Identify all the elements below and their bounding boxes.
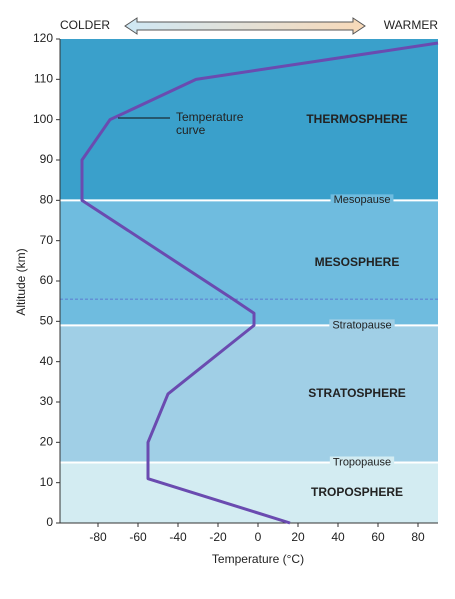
temperature-curve (80, 41, 439, 525)
layer-label: TROPOSPHERE (311, 485, 403, 499)
cold-label: COLDER (60, 18, 110, 32)
y-tick-label: 0 (46, 515, 53, 529)
warm-label: WARMER (384, 18, 439, 32)
boundary-label: Mesopause (334, 194, 391, 206)
y-tick-label: 10 (40, 475, 54, 489)
layer-band (60, 462, 438, 523)
x-tick-label: -80 (89, 530, 107, 544)
x-tick-label: -20 (209, 530, 227, 544)
y-tick-label: 20 (40, 435, 54, 449)
annotation-text: Temperature (176, 110, 244, 124)
y-tick-label: 110 (34, 72, 53, 86)
layer-label: THERMOSPHERE (306, 112, 407, 126)
x-tick-label: -40 (169, 530, 187, 544)
x-axis-label: Temperature (°C) (212, 552, 304, 566)
x-tick-label: 80 (411, 530, 425, 544)
y-tick-label: 70 (40, 233, 54, 247)
layer-band (60, 200, 438, 326)
layer-label: MESOSPHERE (315, 255, 400, 269)
y-axis-label: Altitude (km) (14, 248, 28, 315)
temperature-arrow (124, 17, 366, 35)
boundary-label-bg (329, 456, 395, 469)
boundary-label: Stratopause (332, 319, 391, 331)
y-tick-label: 50 (40, 314, 54, 328)
boundary-label-bg (329, 319, 395, 332)
boundary-label-bg (330, 194, 394, 207)
y-tick-label: 40 (40, 354, 54, 368)
layer-band (60, 39, 438, 201)
y-tick-label: 120 (33, 31, 53, 45)
y-tick-label: 60 (40, 273, 54, 287)
annotation-text: curve (176, 123, 206, 137)
x-tick-label: 20 (291, 530, 305, 544)
layer-band (60, 325, 438, 463)
x-tick-label: -60 (129, 530, 147, 544)
boundary-label: Tropopause (333, 456, 391, 468)
y-tick-label: 90 (40, 152, 54, 166)
layer-label: STRATOSPHERE (308, 386, 406, 400)
y-tick-label: 30 (40, 394, 54, 408)
x-tick-label: 0 (255, 530, 262, 544)
x-tick-label: 60 (371, 530, 385, 544)
x-tick-label: 40 (331, 530, 345, 544)
y-tick-label: 80 (40, 193, 54, 207)
y-tick-label: 100 (33, 112, 53, 126)
